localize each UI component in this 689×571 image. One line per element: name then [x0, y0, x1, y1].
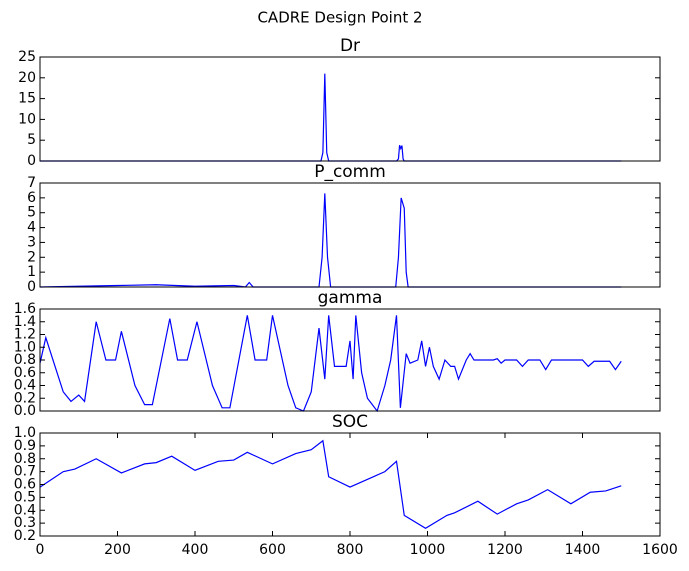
- y-tick-label: 1: [27, 264, 36, 280]
- y-tick-label: 5: [27, 205, 36, 221]
- y-tick-label: 0.8: [14, 451, 36, 467]
- y-tick-label: 7: [27, 175, 36, 191]
- y-tick-label: 20: [18, 70, 36, 86]
- y-tick-label: 1.6: [14, 301, 36, 317]
- data-line: [40, 73, 622, 162]
- x-tick-label: 400: [182, 542, 209, 558]
- x-tick-label: 600: [259, 542, 286, 558]
- x-tick-label: 1000: [410, 542, 446, 558]
- y-tick-label: 0.5: [14, 489, 36, 505]
- y-tick-label: 0.0: [14, 403, 36, 419]
- y-tick-label: 3: [27, 234, 36, 250]
- y-tick-label: 0: [27, 153, 36, 169]
- y-tick-label: 1.0: [14, 425, 36, 441]
- y-tick-label: 5: [27, 132, 36, 148]
- subplot-title: gamma: [318, 288, 383, 308]
- x-tick-label: 200: [104, 542, 131, 558]
- y-tick-label: 0.3: [14, 515, 36, 531]
- y-tick-label: 1.4: [14, 314, 36, 330]
- y-tick-label: 2: [27, 249, 36, 265]
- x-tick-label: 1200: [487, 542, 523, 558]
- subplot-title: Dr: [340, 36, 360, 56]
- plot-frame: [39, 182, 661, 288]
- y-tick-label: 0.4: [14, 502, 36, 518]
- y-tick-label: 4: [27, 220, 36, 236]
- y-tick-label: 6: [27, 190, 36, 206]
- y-tick-label: 0.7: [14, 464, 36, 480]
- figure-title: CADRE Design Point 2: [257, 9, 422, 27]
- y-tick-label: 15: [18, 91, 36, 107]
- y-tick-label: 1.0: [14, 339, 36, 355]
- y-tick-label: 0.2: [14, 390, 36, 406]
- data-line: [39, 193, 622, 288]
- y-tick-label: 0.9: [14, 438, 36, 454]
- y-tick-label: 0.4: [14, 378, 36, 394]
- y-tick-label: 0.6: [14, 365, 36, 381]
- y-tick-label: 0: [27, 279, 36, 295]
- y-tick-label: 25: [18, 49, 36, 65]
- y-tick-label: 0.2: [14, 528, 36, 544]
- subplot-title: SOC: [332, 412, 368, 432]
- data-line: [39, 439, 622, 529]
- plot-frame: [39, 56, 661, 162]
- x-tick-label: 0: [36, 542, 45, 558]
- y-tick-label: 0.8: [14, 352, 36, 368]
- y-tick-label: 0.6: [14, 477, 36, 493]
- y-tick-label: 10: [18, 111, 36, 127]
- x-tick-label: 1400: [565, 542, 601, 558]
- x-tick-label: 800: [337, 542, 364, 558]
- y-tick-label: 1.2: [14, 327, 36, 343]
- subplot-title: P_comm: [314, 162, 386, 182]
- data-line: [39, 315, 622, 413]
- x-tick-label: 1600: [642, 542, 678, 558]
